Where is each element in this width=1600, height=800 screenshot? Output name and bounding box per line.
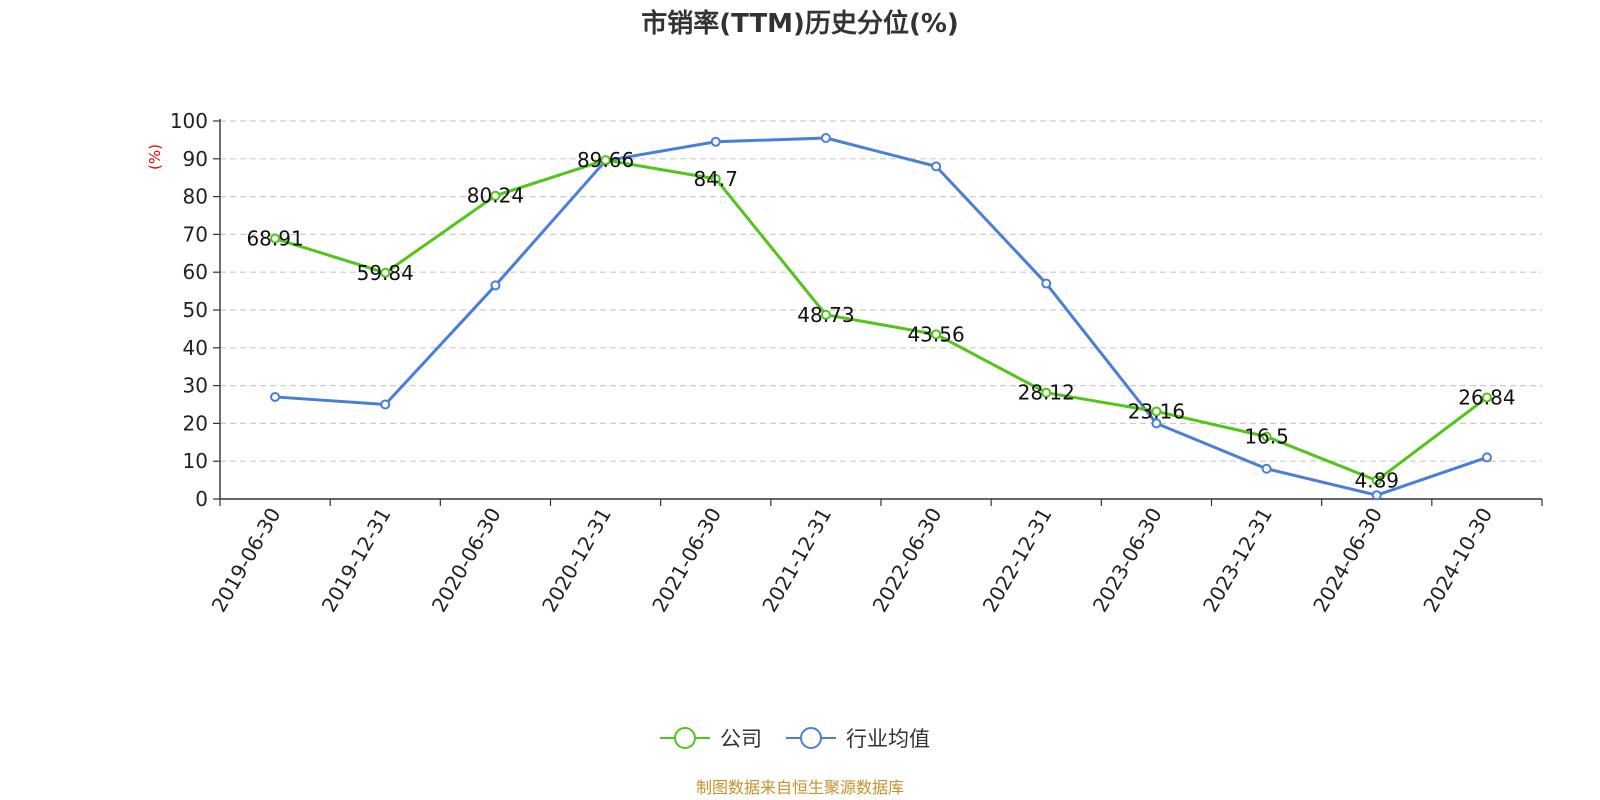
y-tick-label: 100	[170, 109, 208, 133]
data-label: 43.56	[907, 322, 964, 346]
y-tick-label: 60	[183, 260, 208, 284]
data-point	[1261, 431, 1272, 442]
y-tick-label: 30	[183, 374, 208, 398]
data-label: 80.24	[467, 184, 524, 208]
y-tick-label: 40	[183, 336, 208, 360]
x-tick-labels: 2019-06-30 2019-12-31 2020-06-30 2020-12-31…	[207, 499, 1543, 617]
data-label: 68.91	[246, 227, 303, 251]
series-line	[274, 158, 1488, 483]
data-point	[1151, 418, 1162, 429]
data-label: 28.12	[1018, 381, 1075, 405]
legend-circle-icon	[800, 727, 822, 749]
data-point	[1261, 463, 1272, 474]
legend-item[interactable]: 行业均值	[786, 727, 930, 751]
y-tick-labels: 0 10 20 30 40 50 60 70 80 90 100	[170, 109, 220, 511]
x-tick-label: 2024-10-30	[1418, 504, 1497, 617]
data-point	[490, 190, 501, 201]
x-tick-label: 2020-06-30	[427, 503, 506, 616]
data-label: 89.66	[577, 148, 634, 172]
data-point	[1151, 406, 1162, 417]
y-tick-label: 0	[195, 487, 208, 511]
data-label: 84.7	[693, 167, 738, 191]
data-point	[1041, 278, 1052, 289]
y-tick-label: 80	[183, 185, 208, 209]
x-tick-label: 2020-12-31	[537, 504, 616, 617]
data-point	[380, 399, 391, 410]
y-tick-label: 20	[183, 411, 208, 435]
data-label: 16.5	[1244, 425, 1289, 449]
x-tick-label: 2021-12-31	[757, 504, 836, 617]
data-point	[1371, 475, 1382, 486]
legend-label: 行业均值	[846, 727, 930, 751]
x-tick-label: 2023-06-30	[1088, 504, 1167, 617]
data-label: 48.73	[797, 303, 854, 327]
axes	[219, 119, 1542, 500]
data-point	[1481, 452, 1492, 463]
x-tick-label: 2022-06-30	[868, 503, 947, 616]
legend-label: 公司	[720, 727, 762, 751]
series-group	[270, 133, 1492, 501]
x-tick-label: 2023-12-31	[1198, 504, 1277, 617]
data-point	[1041, 387, 1052, 398]
data-point	[820, 309, 831, 320]
data-point	[1371, 490, 1382, 501]
data-point	[600, 155, 611, 166]
x-tick-label: 2021-06-30	[647, 504, 726, 617]
x-tick-label: 2022-12-31	[978, 504, 1057, 617]
data-point	[270, 391, 281, 402]
y-tick-label: 70	[183, 222, 208, 246]
chart-title: 市销率(TTM)历史分位(%)	[641, 8, 959, 39]
data-point	[931, 329, 942, 340]
x-tick-label: 2024-06-30	[1308, 504, 1387, 617]
series-line	[274, 136, 1488, 497]
y-axis-unit-label: (%)	[146, 144, 164, 170]
data-label: 23.16	[1128, 399, 1185, 423]
data-label: 4.89	[1354, 469, 1399, 493]
data-point	[931, 161, 942, 172]
data-point	[710, 173, 721, 184]
legend-circle-icon	[674, 727, 696, 749]
source-note: 制图数据来自恒生聚源数据库	[696, 778, 904, 797]
y-tick-label: 50	[183, 298, 208, 322]
y-tick-label: 10	[183, 449, 208, 473]
data-point	[820, 133, 831, 144]
data-point	[710, 136, 721, 147]
legend-item[interactable]: 公司	[660, 727, 762, 751]
data-point	[490, 280, 501, 291]
data-labels: 68.91 59.84 80.24 89.66 84.7 48.73 43.56 28.12 2…	[246, 148, 1515, 492]
data-label: 59.84	[357, 261, 414, 285]
data-point	[1481, 392, 1492, 403]
data-point	[380, 267, 391, 278]
data-label: 26.84	[1458, 386, 1515, 410]
y-tick-label: 90	[183, 147, 208, 171]
grid-lines	[220, 120, 1542, 462]
data-point	[270, 233, 281, 244]
legend[interactable]: 公司 行业均值	[660, 727, 930, 751]
x-tick-label: 2019-12-31	[317, 504, 396, 617]
x-tick-label: 2019-06-30	[207, 504, 286, 617]
